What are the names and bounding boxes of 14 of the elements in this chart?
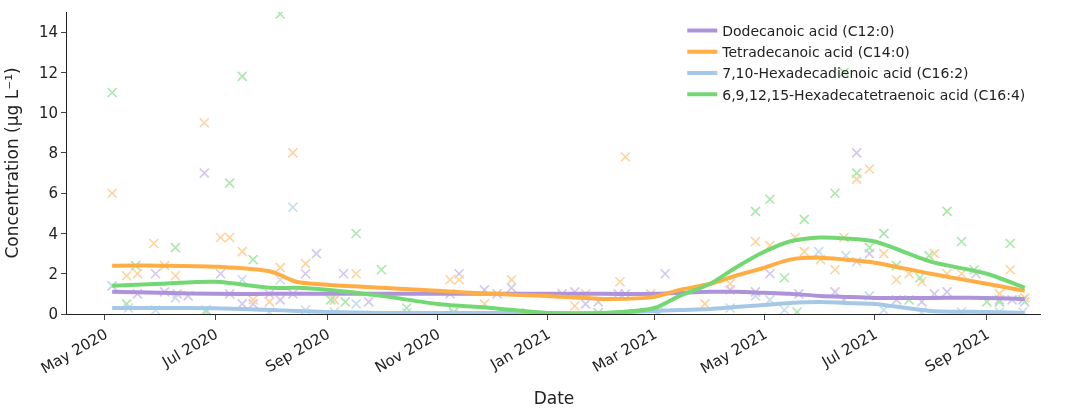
x-axis-title: Date: [533, 387, 575, 408]
y-tick-label: 4: [48, 224, 58, 243]
y-tick-label: 14: [38, 23, 58, 42]
y-tick-label: 12: [38, 63, 58, 82]
legend-label: 7,10-Hexadecadienoic acid (C16:2): [722, 65, 969, 82]
legend-label: Tetradecanoic acid (C14:0): [721, 44, 910, 61]
y-tick-label: 6: [48, 184, 58, 203]
y-axis-title: Concentration (μg L⁻¹): [2, 67, 23, 259]
y-tick-label: 2: [48, 264, 58, 283]
y-tick-label: 8: [48, 144, 58, 163]
y-tick-label: 10: [38, 103, 58, 122]
legend-label: Dodecanoic acid (C12:0): [722, 23, 895, 40]
legend-label: 6,9,12,15-Hexadecatetraenoic acid (C16:4): [722, 86, 1026, 103]
y-tick-label: 0: [48, 305, 58, 324]
